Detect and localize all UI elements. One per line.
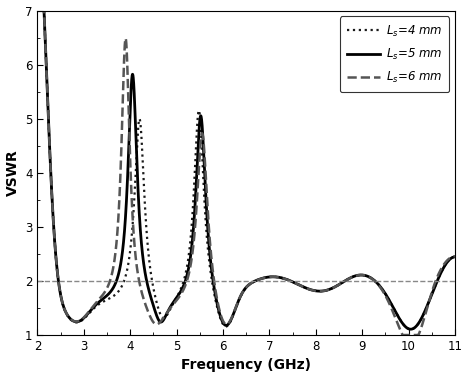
$L_s$=4 mm: [452, 254, 458, 259]
$L_s$=4 mm: [408, 327, 414, 332]
$L_s$=6 mm: [82, 314, 88, 318]
Line: $L_s$=6 mm: $L_s$=6 mm: [37, 11, 455, 335]
$L_s$=5 mm: [35, 8, 40, 13]
Line: $L_s$=5 mm: $L_s$=5 mm: [37, 11, 455, 329]
$L_s$=6 mm: [400, 333, 405, 337]
$L_s$=6 mm: [35, 8, 40, 13]
Y-axis label: VSWR: VSWR: [6, 149, 20, 196]
$L_s$=4 mm: [82, 315, 88, 320]
Legend: $L_s$=4 mm, $L_s$=5 mm, $L_s$=6 mm: $L_s$=4 mm, $L_s$=5 mm, $L_s$=6 mm: [340, 17, 449, 93]
$L_s$=5 mm: [444, 260, 450, 265]
X-axis label: Frequency (GHz): Frequency (GHz): [181, 358, 311, 372]
$L_s$=5 mm: [213, 294, 219, 299]
$L_s$=5 mm: [399, 320, 404, 325]
Line: $L_s$=4 mm: $L_s$=4 mm: [37, 11, 455, 329]
$L_s$=4 mm: [195, 117, 200, 122]
$L_s$=5 mm: [82, 314, 88, 319]
$L_s$=6 mm: [399, 331, 404, 336]
$L_s$=6 mm: [452, 254, 458, 259]
$L_s$=5 mm: [452, 254, 458, 259]
$L_s$=6 mm: [195, 188, 200, 193]
$L_s$=5 mm: [107, 290, 113, 295]
$L_s$=6 mm: [213, 289, 219, 293]
$L_s$=4 mm: [213, 299, 219, 303]
$L_s$=4 mm: [35, 8, 40, 13]
$L_s$=5 mm: [408, 327, 414, 332]
$L_s$=6 mm: [444, 259, 450, 263]
$L_s$=6 mm: [107, 279, 113, 284]
$L_s$=4 mm: [399, 320, 404, 325]
$L_s$=4 mm: [444, 260, 450, 265]
$L_s$=4 mm: [107, 296, 113, 301]
$L_s$=5 mm: [195, 155, 200, 159]
